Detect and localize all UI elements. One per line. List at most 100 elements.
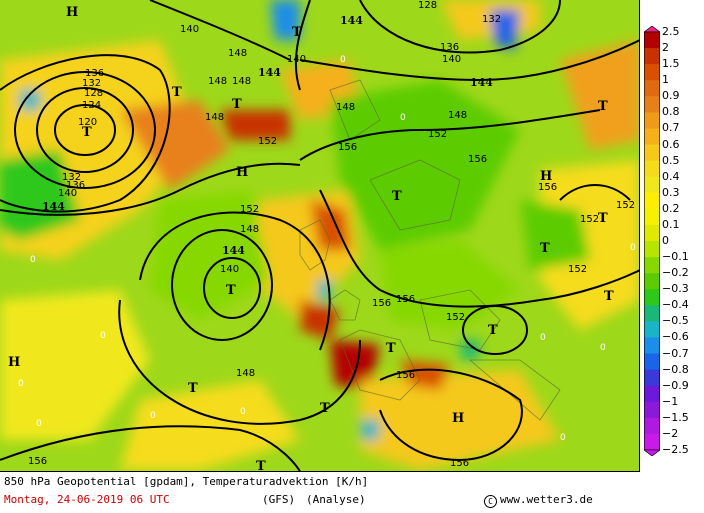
legend-swatch bbox=[644, 273, 660, 290]
legend-label: −0.7 bbox=[662, 348, 689, 359]
low-center: T bbox=[598, 99, 608, 114]
svg-text:140: 140 bbox=[442, 54, 461, 65]
low-center: T bbox=[226, 283, 236, 298]
legend-swatch bbox=[644, 289, 660, 306]
low-center: T bbox=[598, 211, 608, 226]
svg-text:0: 0 bbox=[100, 331, 106, 341]
low-center: T bbox=[172, 85, 182, 100]
legend-swatch bbox=[644, 434, 660, 451]
legend-swatch bbox=[644, 370, 660, 387]
svg-text:148: 148 bbox=[205, 112, 224, 123]
svg-text:156: 156 bbox=[468, 154, 487, 165]
legend-label: −0.8 bbox=[662, 364, 689, 375]
svg-text:132: 132 bbox=[82, 78, 101, 89]
svg-text:148: 148 bbox=[228, 48, 247, 59]
legend-swatch bbox=[644, 145, 660, 162]
legend-label: −0.5 bbox=[662, 315, 689, 326]
svg-text:156: 156 bbox=[372, 298, 391, 309]
svg-text:152: 152 bbox=[428, 129, 447, 140]
legend-label: 0.4 bbox=[662, 171, 680, 182]
svg-text:136: 136 bbox=[440, 42, 459, 53]
legend-swatch bbox=[644, 225, 660, 242]
svg-text:140: 140 bbox=[180, 24, 199, 35]
svg-text:144: 144 bbox=[258, 66, 281, 79]
svg-text:156: 156 bbox=[28, 456, 47, 467]
low-center: T bbox=[320, 401, 330, 416]
low-center: T bbox=[188, 381, 198, 396]
svg-text:0: 0 bbox=[340, 55, 346, 65]
legend-swatch bbox=[644, 418, 660, 435]
legend-label: 0.5 bbox=[662, 155, 680, 166]
legend-swatch bbox=[644, 48, 660, 65]
svg-text:0: 0 bbox=[560, 433, 566, 443]
svg-text:144: 144 bbox=[340, 14, 363, 27]
low-center: T bbox=[488, 323, 498, 338]
svg-text:148: 148 bbox=[336, 102, 355, 113]
legend-label: 0.9 bbox=[662, 90, 680, 101]
valid-date: Montag, 24-06-2019 06 UTC bbox=[4, 493, 170, 506]
svg-text:0: 0 bbox=[36, 419, 42, 429]
svg-text:0: 0 bbox=[18, 379, 24, 389]
high-center: H bbox=[236, 165, 248, 180]
legend-label: 0.3 bbox=[662, 187, 680, 198]
legend-label: −2.5 bbox=[662, 444, 689, 455]
svg-text:156: 156 bbox=[396, 370, 415, 381]
svg-text:140: 140 bbox=[58, 188, 77, 199]
low-center: T bbox=[82, 125, 92, 140]
low-center: T bbox=[232, 97, 242, 112]
low-center: T bbox=[256, 459, 266, 472]
run-type: (Analyse) bbox=[306, 493, 366, 506]
svg-text:0: 0 bbox=[540, 333, 546, 343]
svg-text:144: 144 bbox=[42, 200, 65, 213]
legend-label: 0 bbox=[662, 235, 669, 246]
low-center: T bbox=[292, 25, 302, 40]
legend-swatch bbox=[644, 257, 660, 274]
color-legend: 2.5 2 1.5 1 0.9 0.8 0.7 0.6 0.5 0.4 0.3 0.2 0.1 0 −0.1… bbox=[644, 26, 704, 456]
legend-swatch bbox=[644, 193, 660, 210]
svg-text:152: 152 bbox=[258, 136, 277, 147]
legend-swatch bbox=[644, 96, 660, 113]
legend-label: −0.6 bbox=[662, 331, 689, 342]
legend-label: −0.2 bbox=[662, 267, 689, 278]
svg-text:0: 0 bbox=[400, 113, 406, 123]
legend-swatch bbox=[644, 161, 660, 178]
copyright-link[interactable]: www.wetter3.de bbox=[500, 493, 593, 506]
copyright-icon: C bbox=[484, 495, 497, 508]
legend-swatch bbox=[644, 112, 660, 129]
legend-swatch bbox=[644, 177, 660, 194]
legend-label: 0.2 bbox=[662, 203, 680, 214]
legend-label: 1.5 bbox=[662, 58, 680, 69]
svg-text:128: 128 bbox=[418, 0, 437, 11]
low-center: T bbox=[604, 289, 614, 304]
high-center: H bbox=[8, 355, 20, 370]
svg-text:148: 148 bbox=[232, 76, 251, 87]
model-name: (GFS) bbox=[262, 493, 295, 506]
svg-text:144: 144 bbox=[470, 76, 493, 89]
svg-text:152: 152 bbox=[616, 200, 635, 211]
legend-label: 2 bbox=[662, 42, 669, 53]
svg-text:156: 156 bbox=[450, 458, 469, 469]
svg-text:148: 148 bbox=[236, 368, 255, 379]
svg-text:0: 0 bbox=[600, 343, 606, 353]
legend-label: 0.7 bbox=[662, 122, 680, 133]
legend-swatch bbox=[644, 64, 660, 81]
low-center: T bbox=[540, 241, 550, 256]
svg-text:152: 152 bbox=[580, 214, 599, 225]
legend-label: 2.5 bbox=[662, 26, 680, 37]
legend-swatch bbox=[644, 402, 660, 419]
legend-swatch bbox=[644, 128, 660, 145]
svg-text:152: 152 bbox=[240, 204, 259, 215]
legend-label: −0.1 bbox=[662, 251, 689, 262]
legend-swatch bbox=[644, 32, 660, 49]
legend-swatch bbox=[644, 321, 660, 338]
svg-text:140: 140 bbox=[220, 264, 239, 275]
legend-label: 0.6 bbox=[662, 139, 680, 150]
legend-swatch bbox=[644, 386, 660, 403]
map-caption: 850 hPa Geopotential [gpdam], Temperatur… bbox=[4, 475, 368, 488]
svg-text:148: 148 bbox=[448, 110, 467, 121]
legend-label: −2 bbox=[662, 428, 678, 439]
legend-swatch bbox=[644, 80, 660, 97]
svg-text:136: 136 bbox=[85, 68, 104, 79]
svg-text:152: 152 bbox=[568, 264, 587, 275]
